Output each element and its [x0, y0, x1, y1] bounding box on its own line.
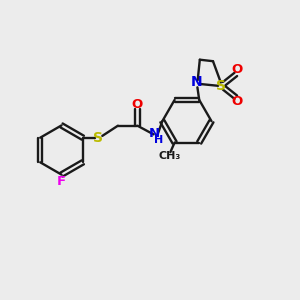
- Text: N: N: [191, 76, 202, 89]
- Text: O: O: [132, 98, 143, 111]
- Text: F: F: [57, 175, 66, 188]
- Text: O: O: [232, 63, 243, 76]
- Text: CH₃: CH₃: [158, 151, 180, 161]
- Text: O: O: [232, 95, 243, 108]
- Text: N: N: [148, 127, 160, 140]
- Text: S: S: [93, 131, 103, 145]
- Text: H: H: [154, 135, 164, 145]
- Text: S: S: [216, 79, 226, 93]
